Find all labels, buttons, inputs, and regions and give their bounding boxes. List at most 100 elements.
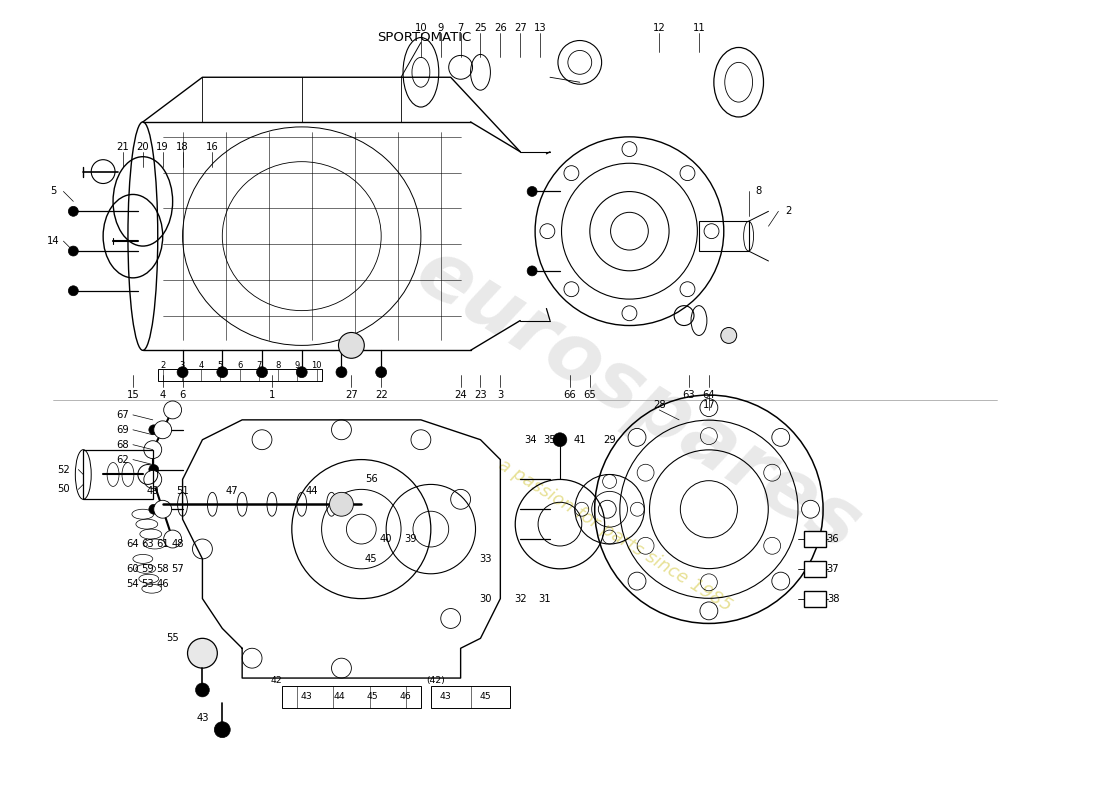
Ellipse shape — [217, 366, 228, 378]
Text: 9: 9 — [438, 22, 444, 33]
Text: 69: 69 — [117, 425, 130, 434]
Text: 61: 61 — [156, 539, 169, 549]
Text: (42): (42) — [427, 675, 446, 685]
Ellipse shape — [680, 166, 695, 181]
Text: 28: 28 — [653, 400, 666, 410]
Text: 47: 47 — [226, 486, 239, 496]
Text: 42: 42 — [271, 675, 283, 685]
Text: 11: 11 — [693, 22, 705, 33]
Text: 13: 13 — [534, 22, 547, 33]
Ellipse shape — [621, 306, 637, 321]
Text: 56: 56 — [365, 474, 377, 485]
Ellipse shape — [214, 722, 230, 738]
Text: 12: 12 — [653, 22, 666, 33]
Text: 2: 2 — [161, 361, 165, 370]
Text: 65: 65 — [583, 390, 596, 400]
Ellipse shape — [628, 429, 646, 446]
Text: 44: 44 — [333, 693, 345, 702]
Text: 64: 64 — [703, 390, 715, 400]
Ellipse shape — [598, 500, 616, 518]
Text: 36: 36 — [827, 534, 839, 544]
Text: 54: 54 — [126, 578, 140, 589]
Text: 21: 21 — [117, 142, 130, 152]
Ellipse shape — [148, 465, 158, 474]
Bar — [282, 686, 421, 708]
Text: 6: 6 — [236, 361, 242, 370]
Text: 57: 57 — [172, 564, 184, 574]
Text: 46: 46 — [399, 693, 411, 702]
Text: 2: 2 — [785, 206, 792, 216]
Text: 8: 8 — [275, 361, 280, 370]
Text: 43: 43 — [196, 713, 209, 722]
Ellipse shape — [700, 398, 718, 417]
Text: 43: 43 — [440, 693, 452, 702]
Text: 34: 34 — [524, 434, 537, 445]
Text: 59: 59 — [142, 564, 154, 574]
Ellipse shape — [296, 366, 307, 378]
Text: 49: 49 — [146, 486, 160, 496]
Ellipse shape — [621, 142, 637, 157]
Ellipse shape — [330, 492, 353, 516]
Bar — [431, 686, 510, 708]
Text: 5: 5 — [51, 186, 57, 197]
Ellipse shape — [339, 333, 364, 358]
Text: 14: 14 — [47, 236, 59, 246]
Text: a passion for parts since 1985: a passion for parts since 1985 — [495, 455, 736, 614]
Ellipse shape — [177, 366, 188, 378]
Ellipse shape — [700, 602, 718, 620]
Text: 26: 26 — [494, 22, 507, 33]
Text: 62: 62 — [117, 454, 130, 465]
Ellipse shape — [68, 286, 78, 296]
Ellipse shape — [164, 530, 182, 548]
Text: eurospares: eurospares — [400, 232, 873, 568]
Ellipse shape — [68, 206, 78, 216]
Text: 17: 17 — [703, 400, 715, 410]
Text: 10: 10 — [311, 361, 322, 370]
Text: 4: 4 — [160, 390, 166, 400]
Text: 41: 41 — [573, 434, 586, 445]
Ellipse shape — [144, 441, 162, 458]
Bar — [804, 561, 826, 577]
Text: 67: 67 — [117, 410, 130, 420]
Ellipse shape — [154, 421, 172, 438]
Text: 68: 68 — [117, 440, 130, 450]
Text: 52: 52 — [57, 465, 69, 474]
Text: 27: 27 — [514, 22, 527, 33]
Text: 64: 64 — [126, 539, 140, 549]
Bar — [804, 531, 826, 547]
Text: 27: 27 — [345, 390, 358, 400]
Ellipse shape — [376, 366, 386, 378]
Text: 63: 63 — [683, 390, 695, 400]
Text: 9: 9 — [295, 361, 300, 370]
Bar — [698, 222, 749, 251]
Text: 55: 55 — [166, 634, 179, 643]
Text: 46: 46 — [156, 578, 169, 589]
Ellipse shape — [68, 246, 78, 256]
Text: 30: 30 — [480, 594, 492, 604]
Text: 63: 63 — [142, 539, 154, 549]
Ellipse shape — [196, 683, 209, 697]
Text: 38: 38 — [827, 594, 839, 604]
Text: 32: 32 — [514, 594, 527, 604]
Text: 53: 53 — [142, 578, 154, 589]
Text: 48: 48 — [172, 539, 184, 549]
Text: 3: 3 — [497, 390, 504, 400]
Ellipse shape — [527, 186, 537, 197]
Text: 5: 5 — [218, 361, 223, 370]
Ellipse shape — [148, 425, 158, 434]
Text: 8: 8 — [756, 186, 761, 197]
Text: 51: 51 — [176, 486, 189, 496]
Text: 39: 39 — [405, 534, 417, 544]
Text: 4: 4 — [199, 361, 204, 370]
Text: 22: 22 — [375, 390, 387, 400]
Ellipse shape — [628, 572, 646, 590]
Text: 23: 23 — [474, 390, 487, 400]
Text: 29: 29 — [603, 434, 616, 445]
Text: 24: 24 — [454, 390, 466, 400]
Bar — [804, 590, 826, 606]
Text: 7: 7 — [256, 361, 262, 370]
Ellipse shape — [564, 282, 579, 297]
Ellipse shape — [564, 166, 579, 181]
Text: 20: 20 — [136, 142, 150, 152]
Text: 10: 10 — [415, 22, 427, 33]
